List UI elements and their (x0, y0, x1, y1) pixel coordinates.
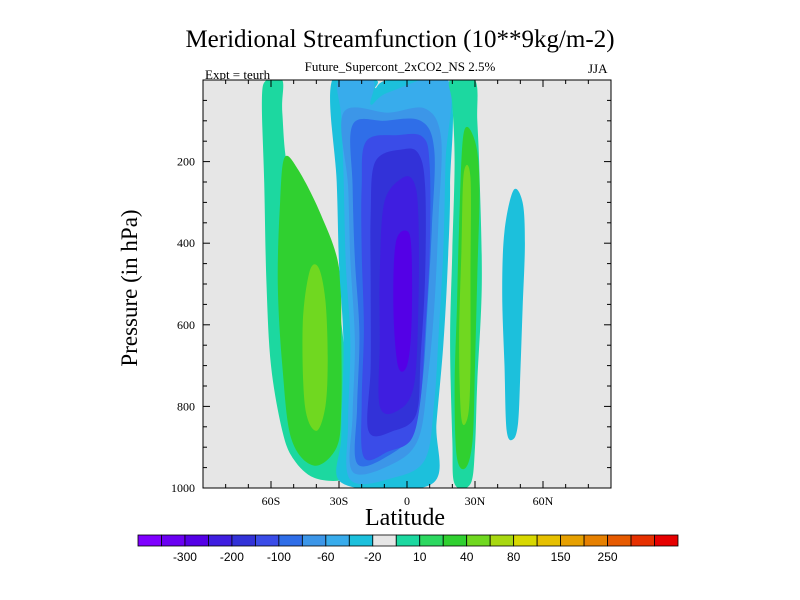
x-tick-label: 60S (262, 494, 281, 508)
colorbar-label: -200 (220, 550, 244, 564)
x-axis-label: Latitude (365, 505, 445, 531)
x-tick-label: 60N (533, 494, 554, 508)
y-tick-label: 1000 (171, 481, 195, 495)
colorbar-label: 150 (551, 550, 571, 564)
chart-title: Meridional Streamfunction (10**9kg/m-2) (185, 26, 615, 53)
experiment-label: Expt = teurh (205, 67, 271, 82)
colorbar-swatch (372, 534, 397, 547)
x-tick-label: 0 (404, 494, 410, 508)
x-tick-label: 30S (330, 494, 349, 508)
colorbar-label: 250 (598, 550, 618, 564)
y-axis-label: Pressure (in hPa) (117, 209, 142, 367)
x-tick-label: 30N (465, 494, 486, 508)
contour-layer (261, 80, 525, 488)
colorbar-label: -100 (267, 550, 291, 564)
colorbar-swatch (466, 534, 491, 547)
nh-cell-yellowgreen (459, 164, 471, 426)
colorbar-swatch (513, 534, 538, 547)
colorbar-swatch (630, 534, 655, 547)
season-label: JJA (588, 61, 608, 76)
colorbar-swatch (654, 534, 679, 547)
colorbar-label: -20 (364, 550, 382, 564)
colorbar-swatch (208, 534, 233, 547)
colorbar-swatch (161, 534, 186, 547)
colorbar-swatch (560, 534, 585, 547)
colorbar-swatch (301, 534, 327, 547)
colorbar-swatch (184, 534, 209, 547)
colorbar-swatch (607, 534, 632, 547)
y-tick-label: 600 (177, 318, 195, 332)
colorbar-swatch (254, 534, 280, 547)
colorbar-swatch (137, 534, 162, 547)
colorbar-swatch (419, 534, 444, 547)
colorbar-swatch (395, 534, 421, 547)
colorbar-swatch (583, 534, 608, 547)
colorbar-label: 80 (507, 550, 521, 564)
colorbar-swatch (231, 534, 256, 547)
colorbar-label: 10 (413, 550, 427, 564)
chart-subtitle: Future_Supercont_2xCO2_NS 2.5% (304, 59, 496, 74)
colorbar-label: -60 (317, 550, 335, 564)
colorbar-swatch (442, 534, 468, 547)
y-tick-label: 200 (177, 155, 195, 169)
colorbar-label: -300 (173, 550, 197, 564)
colorbar-swatch (325, 534, 350, 547)
sh-outer-cell-yellowgreen (302, 264, 328, 431)
colorbar-swatch (489, 534, 515, 547)
colorbar-swatch (536, 534, 562, 547)
colorbar-label: 40 (460, 550, 474, 564)
y-tick-label: 800 (177, 399, 195, 413)
colorbar-swatch (278, 534, 303, 547)
colorbar-swatch (348, 534, 374, 547)
nh-outer-cell-cyan (502, 188, 525, 441)
main-cell-purple (393, 230, 413, 372)
y-tick-label: 400 (177, 236, 195, 250)
